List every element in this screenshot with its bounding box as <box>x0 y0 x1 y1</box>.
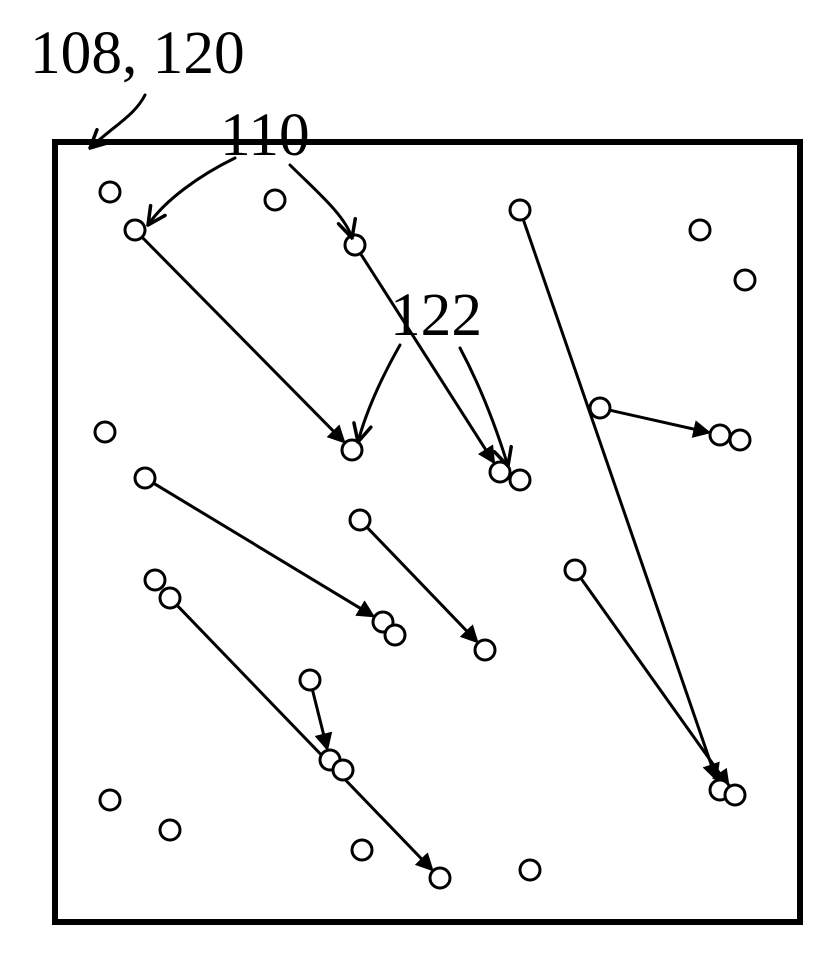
point-marker <box>385 625 405 645</box>
reference-label-122: 122 <box>390 280 482 351</box>
point-marker <box>510 470 530 490</box>
reference-label-110: 110 <box>220 100 310 171</box>
point-marker <box>333 760 353 780</box>
point-marker <box>300 670 320 690</box>
point-marker <box>735 270 755 290</box>
point-marker <box>590 398 610 418</box>
frame-reference-label: 108, 120 <box>30 18 245 89</box>
leader-line <box>358 345 400 442</box>
point-marker <box>565 560 585 580</box>
point-marker <box>730 430 750 450</box>
point-marker <box>125 220 145 240</box>
diagram-frame <box>55 142 800 922</box>
point-marker <box>95 422 115 442</box>
point-marker <box>265 190 285 210</box>
point-marker <box>475 640 495 660</box>
vector-arrow <box>581 578 728 785</box>
leader-line <box>290 165 352 238</box>
point-marker <box>430 868 450 888</box>
vector-arrow <box>154 483 373 616</box>
point-marker <box>510 200 530 220</box>
vector-arrow <box>610 410 709 432</box>
point-marker <box>160 588 180 608</box>
vector-arrow <box>312 690 327 749</box>
diagram-svg <box>0 0 824 955</box>
point-marker <box>520 860 540 880</box>
point-marker <box>725 785 745 805</box>
vector-arrow <box>523 219 716 778</box>
point-marker <box>350 510 370 530</box>
point-marker <box>690 220 710 240</box>
point-marker <box>145 570 165 590</box>
point-marker <box>352 840 372 860</box>
point-marker <box>135 468 155 488</box>
point-marker <box>100 790 120 810</box>
point-marker <box>100 182 120 202</box>
vector-arrow <box>142 237 344 441</box>
point-marker <box>160 820 180 840</box>
point-marker <box>710 425 730 445</box>
point-marker <box>345 235 365 255</box>
